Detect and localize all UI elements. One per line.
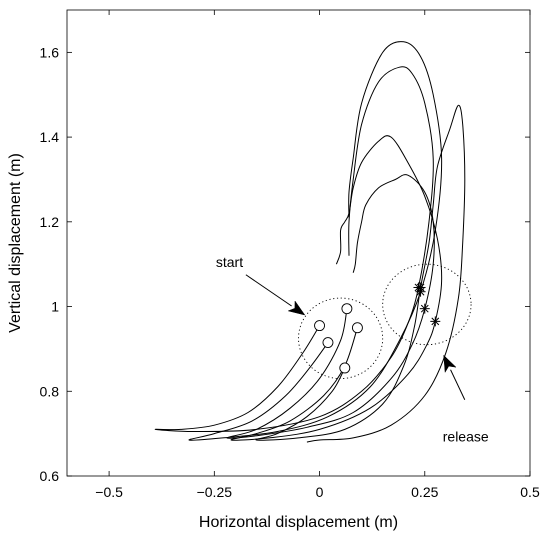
release-marker xyxy=(419,303,430,314)
release-annotation-label: release xyxy=(443,429,489,445)
y-tick-label: 1 xyxy=(51,299,59,315)
y-tick-label: 0.8 xyxy=(40,383,60,399)
release-marker-stroke xyxy=(431,317,440,326)
start-marker xyxy=(341,303,353,315)
y-tick-label: 1.6 xyxy=(40,44,60,60)
x-tick-label: −0.5 xyxy=(95,484,123,500)
release-arrow-shaft xyxy=(450,369,466,400)
start-arrow-shaft xyxy=(245,274,292,307)
release-marker-stroke xyxy=(416,283,425,292)
start-marker xyxy=(339,362,351,374)
plot-area: −0.5 −0.25 0 0.25 0.5 0.6 0.8 1 1.2 1.4 1.6 Horizon… xyxy=(7,9,540,531)
release-marker-stroke xyxy=(420,304,429,313)
start-marker xyxy=(314,320,325,332)
release-marker xyxy=(415,282,426,293)
x-axis-label: Horizontal displacement (m) xyxy=(199,514,398,531)
release-arrow-head xyxy=(443,354,457,374)
x-tick-label: 0.5 xyxy=(520,484,540,500)
start-marker xyxy=(351,322,363,334)
trajectory-line xyxy=(226,174,435,439)
y-tick-label: 1.2 xyxy=(40,214,60,230)
axes-box xyxy=(66,9,531,477)
trajectory-line xyxy=(230,135,443,441)
y-tick-label: 1.4 xyxy=(40,129,60,145)
start-marker xyxy=(322,337,334,349)
x-tick-label: 0 xyxy=(316,484,324,500)
y-axis-label: Vertical displacement (m) xyxy=(7,153,24,333)
x-tick-label: −0.25 xyxy=(197,484,233,500)
y-tick-label: 0.6 xyxy=(40,468,60,484)
dotted-region xyxy=(382,263,472,346)
dotted-region xyxy=(298,297,384,380)
start-arrow-head xyxy=(287,300,306,316)
trajectory-line xyxy=(255,104,466,443)
trajectory-line xyxy=(154,66,434,433)
x-tick-label: 0.25 xyxy=(411,484,438,500)
trajectory-line xyxy=(188,41,443,441)
release-marker xyxy=(430,316,441,327)
start-annotation-label: start xyxy=(216,254,243,270)
